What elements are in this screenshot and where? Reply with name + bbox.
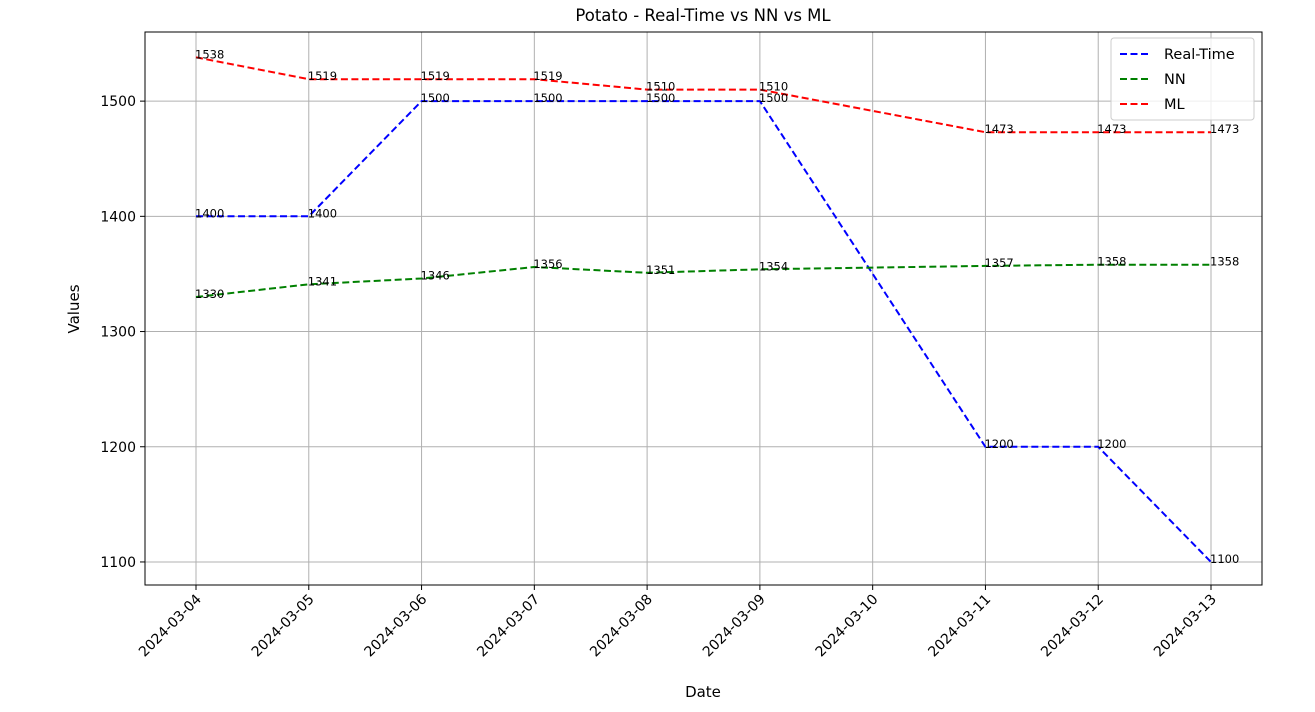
legend-label: ML <box>1164 97 1185 113</box>
x-tick-label: 2024-03-06 <box>362 591 431 660</box>
data-label: 1473 <box>1210 122 1239 136</box>
series-line-real-time <box>196 100 1212 563</box>
y-tick-label: 1200 <box>100 440 136 456</box>
data-label: 1100 <box>1210 552 1239 566</box>
data-labels: 1400 1400 1500 1500 1500 1500 1200 1200 1100 1330… <box>195 47 1239 566</box>
data-label: 1500 <box>533 91 562 105</box>
data-label: 1358 <box>1210 255 1239 269</box>
legend-label: Real-Time <box>1164 47 1235 63</box>
series-lines <box>195 56 1212 563</box>
y-axis: 1100 1200 1300 1400 1500 <box>100 94 145 571</box>
chart-title: Potato - Real-Time vs NN vs ML <box>575 6 831 25</box>
y-tick-label: 1500 <box>100 94 136 110</box>
data-label: 1358 <box>1097 255 1126 269</box>
x-tick-label: 2024-03-12 <box>1038 592 1107 661</box>
y-axis-label: Values <box>65 284 83 333</box>
legend-label: NN <box>1164 72 1186 88</box>
series-line-ml <box>195 56 1211 134</box>
data-label: 1473 <box>1097 122 1126 136</box>
x-tick-label: 2024-03-07 <box>474 592 543 661</box>
data-label: 1200 <box>984 437 1013 451</box>
data-label: 1354 <box>759 259 788 273</box>
x-axis-label: Date <box>685 683 721 701</box>
data-label: 1500 <box>646 91 675 105</box>
data-label: 1351 <box>646 263 675 277</box>
data-label: 1500 <box>759 91 788 105</box>
grid-lines <box>145 32 1262 585</box>
y-tick-label: 1100 <box>100 555 136 571</box>
data-label: 1400 <box>195 206 224 220</box>
data-label: 1519 <box>421 69 450 83</box>
data-label: 1519 <box>308 69 337 83</box>
x-tick-label: 2024-03-11 <box>925 592 994 661</box>
data-label: 1341 <box>308 274 337 288</box>
data-label: 1519 <box>533 69 562 83</box>
data-label: 1538 <box>195 47 224 61</box>
x-tick-label: 2024-03-04 <box>136 591 205 660</box>
plot-frame <box>144 31 1263 586</box>
data-label: 1500 <box>421 91 450 105</box>
data-label: 1473 <box>984 122 1013 136</box>
data-label: 1200 <box>1097 437 1126 451</box>
data-label: 1346 <box>421 269 450 283</box>
data-label: 1357 <box>984 256 1013 270</box>
data-label: 1400 <box>308 206 337 220</box>
x-axis: 2024-03-04 2024-03-05 2024-03-06 2024-03-07… <box>136 585 1220 660</box>
y-tick-label: 1400 <box>100 209 136 225</box>
x-tick-label: 2024-03-10 <box>813 592 882 661</box>
data-label: 1356 <box>533 257 562 271</box>
data-label: 1330 <box>195 287 224 301</box>
x-tick-label: 2024-03-08 <box>587 592 656 661</box>
y-tick-label: 1300 <box>100 325 136 341</box>
legend: Real-Time NN ML <box>1110 37 1255 121</box>
legend-box <box>1110 37 1255 121</box>
x-tick-label: 2024-03-09 <box>700 592 769 661</box>
data-label: 1510 <box>646 80 675 94</box>
series-line-nn <box>195 263 1211 298</box>
data-label: 1510 <box>759 80 788 94</box>
x-tick-label: 2024-03-05 <box>249 592 318 661</box>
x-tick-label: 2024-03-13 <box>1151 592 1220 661</box>
